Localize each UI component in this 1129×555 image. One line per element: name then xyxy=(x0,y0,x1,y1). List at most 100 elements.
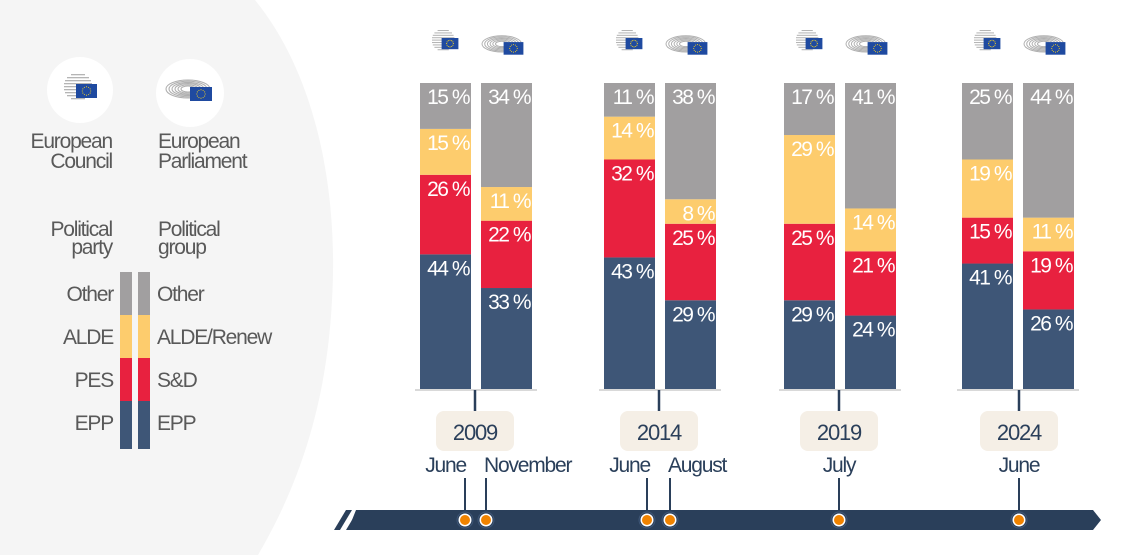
eu-star xyxy=(452,44,454,46)
eu-star xyxy=(993,45,995,48)
european-council-icon xyxy=(796,30,823,51)
eu-star xyxy=(511,51,513,53)
legend-council-swatch-other xyxy=(120,272,132,315)
council-line xyxy=(979,49,991,51)
bar-segment-pes xyxy=(420,174,471,255)
data-label: 24 % xyxy=(852,319,895,342)
eu-star xyxy=(693,49,695,51)
bar-segment-other xyxy=(420,83,471,129)
eu-star xyxy=(815,45,817,48)
bar-segment-alde xyxy=(665,199,716,224)
political-party-line1: Political xyxy=(50,218,112,241)
eu-star xyxy=(880,45,882,48)
eu-flag xyxy=(687,42,708,55)
eu-star xyxy=(1054,44,1057,46)
data-label: 33 % xyxy=(488,291,531,314)
eu-star xyxy=(994,44,996,46)
bar-group-2009: 44 % 26 % 15 % 15 % 33 % 22 % 11 % 34 % xyxy=(415,30,537,391)
eu-star xyxy=(698,51,700,53)
data-label: 15 % xyxy=(969,221,1012,244)
eu-star xyxy=(630,43,632,45)
year-label: 2024 xyxy=(997,420,1042,445)
bar-segment-epp xyxy=(784,300,835,389)
eu-star xyxy=(451,40,453,42)
eu-star xyxy=(446,43,448,45)
legend-council-swatch-alde xyxy=(120,315,132,358)
data-label: 11 % xyxy=(613,86,654,109)
eu-star xyxy=(449,39,451,41)
eu-star xyxy=(696,44,699,46)
bar-segment-alde xyxy=(845,208,896,252)
timeline-dot xyxy=(642,515,652,525)
eu-star xyxy=(988,43,990,45)
eu-star xyxy=(85,86,88,88)
legend-group-label: ALDE/Renew xyxy=(157,326,273,349)
political-group-line2: group xyxy=(158,236,206,259)
timeline-arrow xyxy=(348,510,1101,530)
legend-council-line2: Council xyxy=(50,150,112,173)
eu-star xyxy=(1051,47,1053,49)
data-label: 41 % xyxy=(852,86,895,109)
legend-column-headers: Political party Political group xyxy=(50,218,221,259)
bar-segment-epp xyxy=(1023,309,1074,389)
bar-segment-epp xyxy=(420,254,471,389)
council-line xyxy=(434,32,452,34)
year-box xyxy=(436,411,514,451)
eu-star xyxy=(633,46,635,48)
council-line xyxy=(979,30,991,32)
eu-star xyxy=(204,91,206,93)
eu-star xyxy=(695,44,697,46)
eu-star xyxy=(994,43,996,45)
eu-star xyxy=(1058,47,1060,49)
timeline-entry-2024: 2024 June xyxy=(980,390,1058,529)
eu-star xyxy=(1051,49,1053,51)
eu-star xyxy=(698,44,700,46)
data-label: 38 % xyxy=(672,86,715,109)
eu-flag xyxy=(867,42,888,55)
eu-star xyxy=(875,51,877,53)
eu-star xyxy=(82,88,84,90)
legend-party-label: EPP xyxy=(75,412,114,435)
legend-council-item: European Council xyxy=(31,57,114,173)
bar-segment-epp xyxy=(604,257,655,389)
eu-star xyxy=(700,49,702,51)
eu-star xyxy=(875,44,877,46)
eu-star xyxy=(873,49,875,51)
bar-segment-pes xyxy=(962,217,1013,264)
bar-group-2024: 41 % 15 % 19 % 25 % 26 % 19 % 11 % 44 % xyxy=(957,30,1079,391)
political-group-line1: Political xyxy=(158,218,220,241)
council-line xyxy=(71,74,85,76)
council-line xyxy=(67,77,89,79)
eu-star xyxy=(514,44,516,46)
eu-star xyxy=(810,41,812,43)
council-line xyxy=(432,37,455,39)
data-label: 17 % xyxy=(791,86,834,109)
legend-parliament-swatch-epp xyxy=(138,401,150,449)
data-label: 15 % xyxy=(427,86,470,109)
european-parliament-icon xyxy=(165,79,212,101)
bar-segment-other xyxy=(604,83,655,117)
eu-star xyxy=(994,41,996,43)
eu-star xyxy=(512,51,515,53)
bar-segment-other xyxy=(784,83,835,136)
eu-flag xyxy=(190,87,212,101)
legend-parliament-swatch-alde xyxy=(138,315,150,358)
bar-segment-pes xyxy=(1023,251,1074,310)
data-label: 26 % xyxy=(1030,312,1073,335)
timeline-dot xyxy=(460,515,470,525)
legend-parliament-line2: Parliament xyxy=(158,150,248,173)
legend-group-label: EPP xyxy=(157,412,196,435)
council-line xyxy=(974,34,996,36)
eu-star xyxy=(989,40,991,42)
timeline-dot xyxy=(834,515,844,525)
eu-star xyxy=(636,44,638,46)
eu-star xyxy=(633,39,635,41)
eu-star xyxy=(89,92,91,94)
data-label: 32 % xyxy=(611,163,654,186)
council-line xyxy=(616,34,638,36)
european-parliament-icon xyxy=(1023,35,1066,55)
council-line xyxy=(801,49,813,51)
eu-star xyxy=(630,41,632,43)
eu-star xyxy=(516,49,518,51)
